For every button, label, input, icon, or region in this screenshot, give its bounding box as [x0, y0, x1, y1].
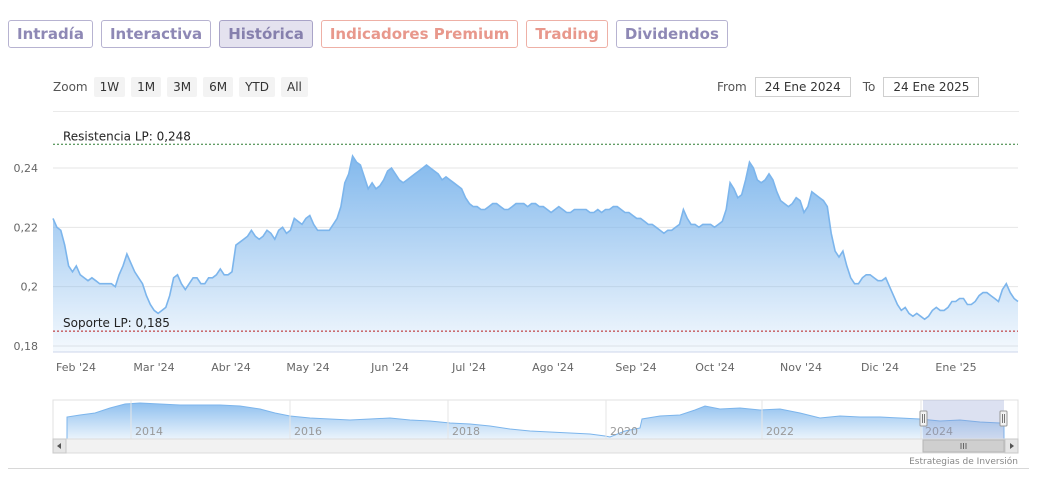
x-tick-label: May '24 [286, 361, 329, 374]
zoom-6m-button[interactable]: 6M [203, 77, 234, 97]
tab-historica[interactable]: Histórica [219, 20, 313, 48]
zoom-1m-button[interactable]: 1M [131, 77, 162, 97]
zoom-label: Zoom [53, 80, 88, 94]
tab-bar: Intradía Interactiva Histórica Indicador… [8, 20, 728, 48]
to-label: To [862, 80, 876, 94]
tab-dividendos[interactable]: Dividendos [615, 20, 728, 48]
navigator-selection[interactable] [923, 400, 1004, 439]
navigator-year-label: 2022 [766, 425, 794, 438]
zoom-1w-button[interactable]: 1W [93, 77, 126, 97]
x-tick-label: Oct '24 [695, 361, 735, 374]
arrow-right-icon [1010, 443, 1014, 449]
support-label: Soporte LP: 0,185 [63, 316, 170, 330]
zoom-toolbar: Zoom 1W 1M 3M 6M YTD All [53, 77, 308, 97]
toolbar-divider [53, 111, 1019, 112]
zoom-all-button[interactable]: All [281, 77, 308, 97]
x-tick-label: Dic '24 [861, 361, 899, 374]
scrollbar-track[interactable] [52, 438, 1019, 454]
navigator-area [66, 402, 1005, 440]
navigator-year-label: 2024 [925, 425, 953, 438]
navigator-year-label: 2020 [610, 425, 638, 438]
zoom-3m-button[interactable]: 3M [167, 77, 198, 97]
from-label: From [717, 80, 747, 94]
credit-text: Estrategias de Inversión [909, 456, 1018, 467]
arrow-left-icon [57, 443, 61, 449]
navigator-left-handle[interactable] [919, 410, 928, 427]
resistance-label: Resistencia LP: 0,248 [63, 129, 191, 143]
x-tick-label: Sep '24 [615, 361, 656, 374]
tab-indicadores-premium[interactable]: Indicadores Premium [320, 20, 519, 48]
x-tick-label: Jun '24 [370, 361, 409, 374]
x-tick-label: Nov '24 [780, 361, 822, 374]
y-tick-label: 0,24 [14, 162, 39, 175]
from-date-input[interactable]: 24 Ene 2024 [754, 77, 851, 97]
y-tick-label: 0,22 [14, 221, 39, 234]
tab-trading[interactable]: Trading [526, 20, 608, 48]
tab-interactiva[interactable]: Interactiva [100, 20, 212, 48]
navigator-year-label: 2018 [452, 425, 480, 438]
price-area [53, 156, 1018, 352]
x-tick-label: Mar '24 [133, 361, 174, 374]
tab-intradia[interactable]: Intradía [8, 20, 93, 48]
x-tick-label: Abr '24 [211, 361, 251, 374]
y-tick-label: 0,2 [21, 281, 39, 294]
navigator-right-handle[interactable] [999, 410, 1008, 427]
zoom-ytd-button[interactable]: YTD [239, 77, 275, 97]
y-tick-label: 0,18 [14, 340, 39, 353]
navigator-year-label: 2014 [135, 425, 163, 438]
price-line [52, 154, 1019, 321]
x-tick-label: Jul '24 [451, 361, 486, 374]
date-range: From 24 Ene 2024 To 24 Ene 2025 [717, 77, 980, 97]
x-tick-label: Ene '25 [935, 361, 976, 374]
bottom-divider [8, 468, 1029, 469]
navigator[interactable]: 2014 2016 2018 2020 2022 2024 [52, 399, 1019, 440]
navigator-year-label: 2016 [294, 425, 322, 438]
to-date-input[interactable]: 24 Ene 2025 [883, 77, 980, 97]
scrollbar[interactable] [52, 438, 1019, 454]
x-tick-label: Feb '24 [56, 361, 96, 374]
x-tick-label: Ago '24 [532, 361, 574, 374]
